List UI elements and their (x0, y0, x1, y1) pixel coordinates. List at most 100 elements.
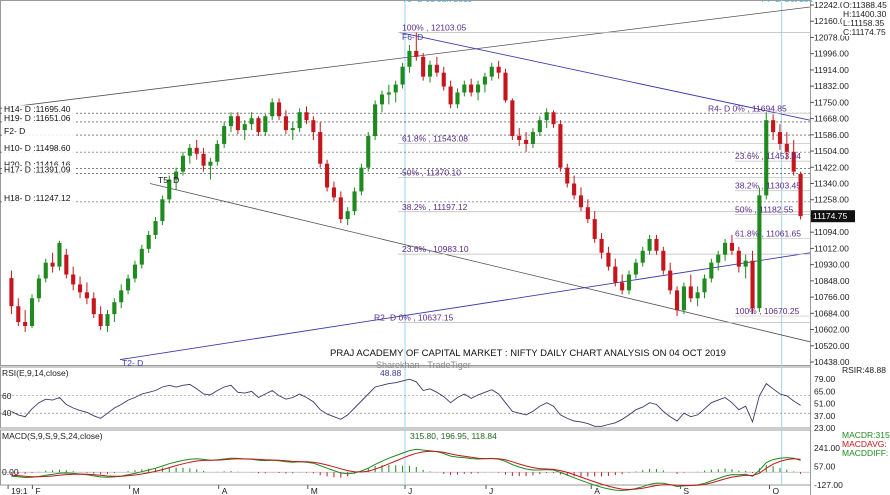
candle-body (201, 153, 206, 166)
candle-body (750, 260, 755, 309)
level-label: H19- D :11651.06 (4, 113, 71, 123)
macd-line (11, 448, 801, 492)
level-label: H14- D :11695.40 (4, 104, 71, 114)
candle-body (325, 163, 330, 188)
level-label: H18- D :11247.12 (4, 193, 71, 203)
candle-body (626, 274, 632, 291)
y-tick-label: 10602.00 (814, 325, 850, 335)
candle-body (517, 136, 522, 140)
fib-label-right: 38.2% , 11303.45 (735, 181, 801, 191)
candle-body (475, 84, 481, 93)
y-tick-label: 11668.00 (814, 114, 849, 124)
y-tick-label: 10848.00 (814, 276, 850, 286)
candle-body (798, 174, 803, 217)
candle-body (702, 278, 707, 293)
macd-right-label: MACDDIFF: (842, 448, 888, 458)
fib-label-left: 61.8% , 11543.08 (402, 133, 468, 143)
candle-body (50, 262, 55, 267)
ohlc-value: C:11174.75 (843, 27, 886, 37)
ohlc-value: L:11158.35 (843, 18, 885, 28)
rsi-label: RSI(E,9,14,close) (2, 368, 69, 378)
rsi-y-tick: 65.00 (814, 386, 836, 396)
candle-body (222, 126, 227, 144)
candle-body (736, 250, 741, 267)
candle-body (379, 94, 385, 105)
fib-label-left: 50% , 11370.10 (402, 168, 461, 178)
macd-right-label: MACDAVG: (842, 439, 887, 449)
level-label-bg (2, 165, 74, 175)
macd-values-label: 315.80, 196.95, 118.84 (410, 431, 497, 441)
watermark: Sharekhan - TradeTiger (376, 360, 471, 370)
y-tick-label: 11996.00 (814, 49, 849, 59)
rsi-y-tick: 37.00 (814, 411, 836, 421)
level-label-bg (2, 144, 74, 154)
candle-body (98, 314, 103, 326)
candle-body (276, 102, 282, 117)
candle-body (510, 100, 515, 137)
candle-body (9, 278, 14, 307)
candle-body (126, 278, 131, 291)
candle-body (132, 264, 138, 279)
candle-body (462, 84, 467, 93)
candle-body (228, 116, 234, 127)
support-trendline (119, 252, 811, 361)
macd-y-tick: 241.00 (814, 443, 840, 453)
y-tick-label: 11094.00 (814, 227, 849, 237)
y-tick-label: 11586.00 (814, 130, 849, 140)
rsi-line (11, 378, 801, 427)
ohlc-value: H:11400.30 (843, 9, 887, 19)
candle-body (661, 250, 666, 271)
x-tick-label: S (683, 486, 689, 495)
candle-body (620, 282, 625, 291)
macd-right-label: MACDR:315. (842, 430, 890, 440)
candle-body (784, 143, 789, 152)
candle-body (43, 262, 48, 279)
candle-body (270, 102, 275, 117)
y-tick-label: 11832.00 (814, 81, 849, 91)
candle-body (414, 50, 419, 57)
candle-body (729, 242, 735, 251)
macd-label: MACD(S,9,S,9,S,24,close) (2, 431, 103, 441)
candle-body (427, 64, 433, 77)
rsi-y-tick: 51.00 (814, 399, 836, 409)
candle-body (29, 298, 35, 326)
rsi-right-label: RSIR:48.88 (842, 365, 886, 375)
candle-body (180, 155, 186, 172)
candle-body (613, 266, 618, 283)
last-price-box (811, 210, 855, 223)
candle-body (215, 143, 220, 162)
level-label-bg (2, 193, 74, 203)
candle-body (318, 132, 323, 164)
candle-body (352, 191, 357, 212)
candle-body (764, 120, 769, 196)
candle-body (57, 242, 62, 267)
candle-body (242, 124, 247, 131)
macd-y-tick: 57.00 (814, 461, 836, 471)
candle-body (585, 207, 590, 220)
y-tick-label: 11914.00 (814, 65, 849, 75)
candle-body (688, 286, 693, 299)
candle-body (551, 112, 556, 125)
top-label: T5- D 03 Jun 2019 (402, 0, 473, 4)
x-tick-label: A (594, 486, 600, 495)
fib-label-right: R4- D 0% , 11694.85 (708, 103, 787, 113)
y-tick-label: 10438.00 (814, 357, 850, 367)
macd-signal-line (11, 450, 801, 491)
candle-body (572, 183, 577, 196)
candle-body (345, 211, 350, 220)
candle-body (208, 161, 213, 166)
x-tick-label: 19:1 (11, 486, 28, 495)
candle-body (23, 322, 28, 326)
candle-body (565, 167, 570, 184)
candle-body (64, 254, 69, 275)
candle-body (235, 116, 240, 131)
y-tick-label: 11422.00 (814, 162, 849, 172)
candle-body (139, 248, 144, 265)
candle-body (503, 72, 508, 101)
y-tick-label: 11750.00 (814, 97, 849, 107)
candle-body (537, 120, 542, 133)
level-label: H20- D :11416.16 (4, 159, 71, 169)
candle-body (681, 286, 686, 311)
candle-body (647, 238, 652, 251)
candle-body (297, 112, 302, 129)
